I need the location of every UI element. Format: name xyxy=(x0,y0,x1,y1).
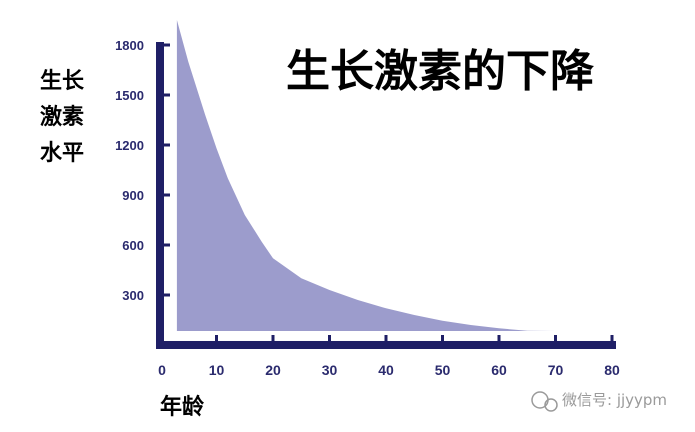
x-tick-label: 60 xyxy=(491,362,507,378)
x-tick-label: 50 xyxy=(435,362,451,378)
area-series xyxy=(176,20,612,331)
x-tick-label: 20 xyxy=(265,362,281,378)
y-axis-label-line: 激素 xyxy=(40,104,84,130)
x-tick-label: 10 xyxy=(209,362,225,378)
y-tick-label: 1800 xyxy=(115,38,144,53)
wechat-icon xyxy=(531,391,558,412)
watermark-text: 微信号: jjyypm xyxy=(562,391,667,409)
x-tick-label: 70 xyxy=(548,362,564,378)
area-fill xyxy=(176,20,612,331)
x-axis-ticks: 0 10 20 30 40 50 60 70 80 xyxy=(158,335,620,378)
y-axis-label: 生长 激素 水平 xyxy=(40,69,85,166)
x-axis-label: 年龄 xyxy=(160,394,205,420)
chart-title: 生长激素的下降 xyxy=(286,46,594,97)
x-tick-label: 40 xyxy=(378,362,394,378)
x-tick-label: 80 xyxy=(604,362,620,378)
watermark: 微信号: jjyypm xyxy=(531,391,667,412)
x-tick-label: 30 xyxy=(322,362,338,378)
y-axis-label-line: 生长 xyxy=(40,69,85,94)
y-tick-label: 1200 xyxy=(115,138,144,153)
y-tick-label: 1500 xyxy=(115,88,144,103)
y-axis-label-line: 水平 xyxy=(40,141,84,166)
y-tick-label: 300 xyxy=(122,288,144,303)
y-tick-label: 600 xyxy=(122,238,144,253)
x-tick-label: 0 xyxy=(158,362,166,378)
y-axis-ticks: 300 600 900 1200 1500 1800 xyxy=(115,38,170,303)
y-tick-label: 900 xyxy=(122,188,144,203)
